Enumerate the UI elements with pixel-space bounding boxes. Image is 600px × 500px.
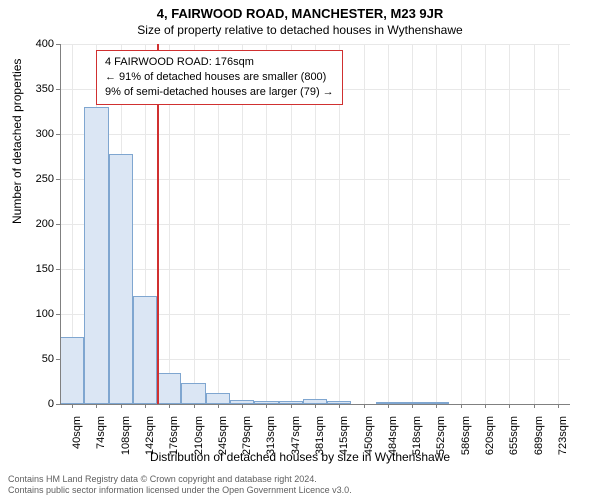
y-tick-label: 350: [36, 83, 54, 95]
chart-container: 4, FAIRWOOD ROAD, MANCHESTER, M23 9JR Si…: [0, 0, 600, 500]
footer-line-1: Contains HM Land Registry data © Crown c…: [8, 474, 352, 485]
x-axis-line: [60, 404, 570, 405]
legend-line: ← 91% of detached houses are smaller (80…: [105, 70, 334, 85]
bar: [206, 393, 230, 404]
footer-text: Contains HM Land Registry data © Crown c…: [8, 474, 352, 496]
bar: [133, 296, 157, 404]
x-axis-label: Distribution of detached houses by size …: [0, 450, 600, 464]
y-tick-label: 300: [36, 128, 54, 140]
bar: [84, 107, 108, 404]
chart-title: 4, FAIRWOOD ROAD, MANCHESTER, M23 9JR: [0, 0, 600, 21]
x-tick-label: 74sqm: [95, 416, 107, 449]
bar: [109, 154, 133, 404]
plot-area: 4 FAIRWOOD ROAD: 176sqm← 91% of detached…: [60, 44, 570, 404]
bar: [181, 383, 205, 404]
gridline-v: [534, 44, 535, 404]
y-tick-label: 0: [48, 398, 54, 410]
gridline-v: [388, 44, 389, 404]
legend-box: 4 FAIRWOOD ROAD: 176sqm← 91% of detached…: [96, 50, 343, 105]
chart-subtitle: Size of property relative to detached ho…: [0, 21, 600, 37]
gridline-v: [509, 44, 510, 404]
gridline-v: [364, 44, 365, 404]
gridline-v: [558, 44, 559, 404]
y-tick-label: 250: [36, 173, 54, 185]
y-axis-line: [60, 44, 61, 404]
y-tick-label: 100: [36, 308, 54, 320]
footer-line-2: Contains public sector information licen…: [8, 485, 352, 496]
gridline-v: [412, 44, 413, 404]
legend-line: 4 FAIRWOOD ROAD: 176sqm: [105, 55, 334, 70]
bar: [60, 337, 84, 405]
gridline-v: [485, 44, 486, 404]
x-tick-label: 40sqm: [71, 416, 83, 449]
y-tick-label: 50: [42, 353, 54, 365]
y-axis-label: Number of detached properties: [10, 59, 24, 224]
bar: [157, 373, 181, 405]
y-tick-label: 200: [36, 218, 54, 230]
gridline-v: [461, 44, 462, 404]
y-tick-label: 400: [36, 38, 54, 50]
gridline-v: [436, 44, 437, 404]
legend-line: 9% of semi-detached houses are larger (7…: [105, 85, 334, 100]
y-tick-label: 150: [36, 263, 54, 275]
